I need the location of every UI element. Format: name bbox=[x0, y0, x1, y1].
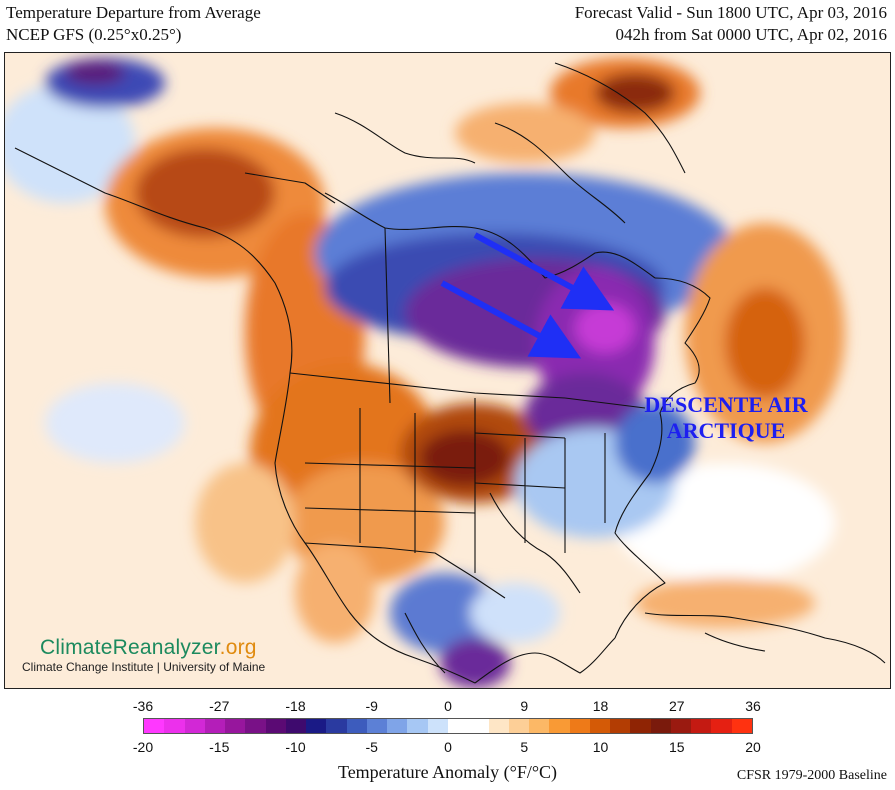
annotation-arrows bbox=[440, 232, 615, 359]
baseline-label: CFSR 1979-2000 Baseline bbox=[736, 768, 887, 783]
colorbar-swatch bbox=[326, 719, 347, 733]
model-label: NCEP GFS (0.25°x0.25°) bbox=[6, 25, 182, 44]
fahrenheit-tick: -36 bbox=[132, 698, 154, 714]
celsius-tick: 10 bbox=[592, 739, 609, 755]
brand-watermark: ClimateReanalyzer.org bbox=[40, 636, 257, 660]
celsius-tick: -5 bbox=[365, 739, 378, 755]
annotation-line-1: DESCENTE AIR bbox=[644, 392, 808, 417]
celsius-tick: -20 bbox=[132, 739, 154, 755]
legend-title: Temperature Anomaly (°F/°C) bbox=[337, 762, 558, 782]
brand-tld: .org bbox=[219, 636, 257, 659]
celsius-tick: 20 bbox=[745, 739, 761, 755]
colorbar-swatch bbox=[529, 719, 550, 733]
colorbar-swatch bbox=[589, 719, 611, 733]
fahrenheit-tick: 27 bbox=[668, 698, 685, 714]
colorbar-swatch bbox=[630, 719, 651, 733]
colorbar-swatch bbox=[346, 719, 367, 733]
fahrenheit-tick: -27 bbox=[209, 698, 230, 714]
colorbar-swatch bbox=[650, 719, 671, 733]
celsius-tick: 15 bbox=[668, 739, 685, 755]
colorbar-swatch bbox=[711, 719, 732, 733]
colorbar-swatch bbox=[670, 719, 692, 733]
fahrenheit-tick: 9 bbox=[520, 698, 529, 714]
colorbar-swatch bbox=[144, 719, 165, 733]
forecast-lead-time: 042h from Sat 0000 UTC, Apr 02, 2016 bbox=[615, 25, 887, 44]
colorbar-swatch bbox=[285, 719, 307, 733]
celsius-tick: -15 bbox=[209, 739, 230, 755]
colorbar-swatch bbox=[204, 719, 226, 733]
colorbar-swatch bbox=[265, 719, 286, 733]
fahrenheit-tick: 0 bbox=[444, 698, 452, 714]
celsius-tick: -10 bbox=[285, 739, 306, 755]
colorbar-swatch bbox=[306, 719, 327, 733]
annotation-label: DESCENTE AIR ARCTIQUE bbox=[600, 392, 852, 444]
map-canvas bbox=[5, 53, 890, 688]
colorbar-swatch bbox=[245, 719, 266, 733]
forecast-valid-time: Forecast Valid - Sun 1800 UTC, Apr 03, 2… bbox=[574, 3, 887, 22]
arrow-upper bbox=[473, 232, 615, 311]
colorbar-swatch bbox=[366, 719, 388, 733]
colorbar-swatch bbox=[691, 719, 712, 733]
annotation-line-2: ARCTIQUE bbox=[666, 418, 786, 443]
colorbar-swatch bbox=[508, 719, 530, 733]
colorbar-swatch bbox=[549, 719, 570, 733]
fahrenheit-tick: 18 bbox=[592, 698, 609, 714]
colorbar-swatch bbox=[731, 719, 752, 733]
arrow-lower bbox=[440, 280, 582, 359]
colorbar-swatch bbox=[387, 719, 408, 733]
celsius-tick: 0 bbox=[444, 739, 452, 755]
colorbar-swatch bbox=[164, 719, 185, 733]
colorbar-swatch bbox=[447, 719, 469, 733]
colorbar-swatch bbox=[569, 719, 590, 733]
brand-name: ClimateReanalyzer bbox=[40, 636, 220, 659]
colorbar-swatch bbox=[427, 719, 448, 733]
colorbar-swatch bbox=[468, 719, 489, 733]
institution-label: Climate Change Institute | University of… bbox=[22, 660, 266, 674]
celsius-tick: 5 bbox=[520, 739, 529, 755]
colorbar-swatch bbox=[184, 719, 205, 733]
coastlines bbox=[14, 62, 886, 684]
colorbar-swatch bbox=[225, 719, 246, 733]
fahrenheit-tick: -9 bbox=[365, 698, 378, 714]
colorbar-swatch bbox=[407, 719, 428, 733]
map-title: Temperature Departure from Average bbox=[6, 3, 261, 22]
anomaly-map bbox=[4, 52, 891, 689]
colorbar bbox=[143, 718, 753, 734]
fahrenheit-tick: 36 bbox=[745, 698, 761, 714]
colorbar-swatch bbox=[610, 719, 631, 733]
legend: -36 -27 -18 -9 0 9 18 27 36 -20 -15 -10 -5 0 5 10 15 20 … bbox=[0, 694, 895, 790]
colorbar-swatch bbox=[488, 719, 509, 733]
fahrenheit-tick: -18 bbox=[285, 698, 306, 714]
